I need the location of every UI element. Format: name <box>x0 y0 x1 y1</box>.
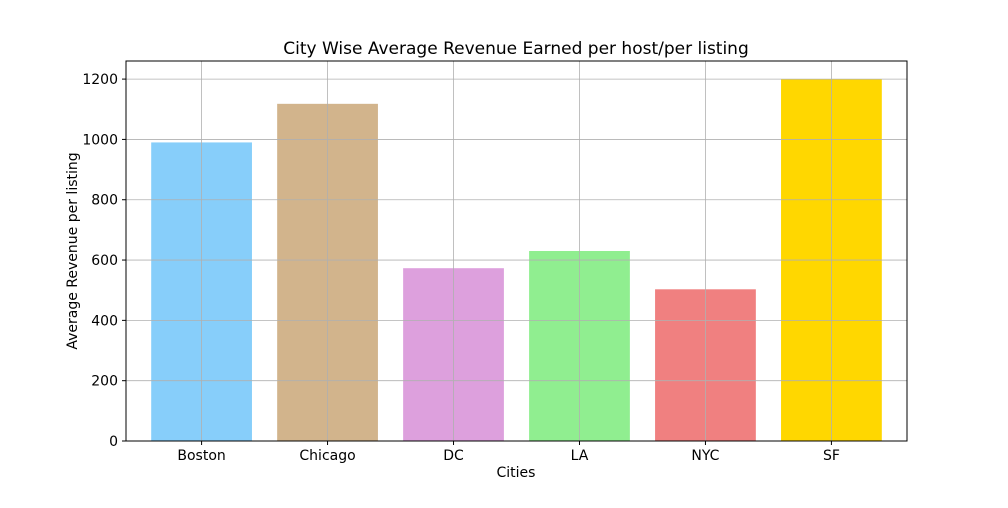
x-axis-label: Cities <box>497 465 536 481</box>
x-tick-label: Chicago <box>299 448 355 464</box>
x-tick-label: SF <box>823 448 840 464</box>
y-axis-label: Average Revenue per listing <box>65 152 81 349</box>
y-tick-label: 400 <box>91 313 118 329</box>
plot-frame <box>125 60 908 442</box>
y-tick-label: 600 <box>91 253 118 269</box>
x-tick-label: LA <box>571 448 589 464</box>
x-tick-label: DC <box>443 448 464 464</box>
ticks: 0 200 400 600 800 1000 1200 Boston Chicago DC LA NY… <box>82 72 840 464</box>
y-tick-label: 1000 <box>82 132 118 148</box>
y-tick-label: 1200 <box>82 72 118 88</box>
y-tick-label: 800 <box>91 193 118 209</box>
x-tick-label: Boston <box>177 448 225 464</box>
y-tick-label: 0 <box>109 434 118 450</box>
chart-title: City Wise Average Revenue Earned per hos… <box>283 39 749 59</box>
y-tick-label: 200 <box>91 374 118 390</box>
x-tick-label: NYC <box>691 448 719 464</box>
